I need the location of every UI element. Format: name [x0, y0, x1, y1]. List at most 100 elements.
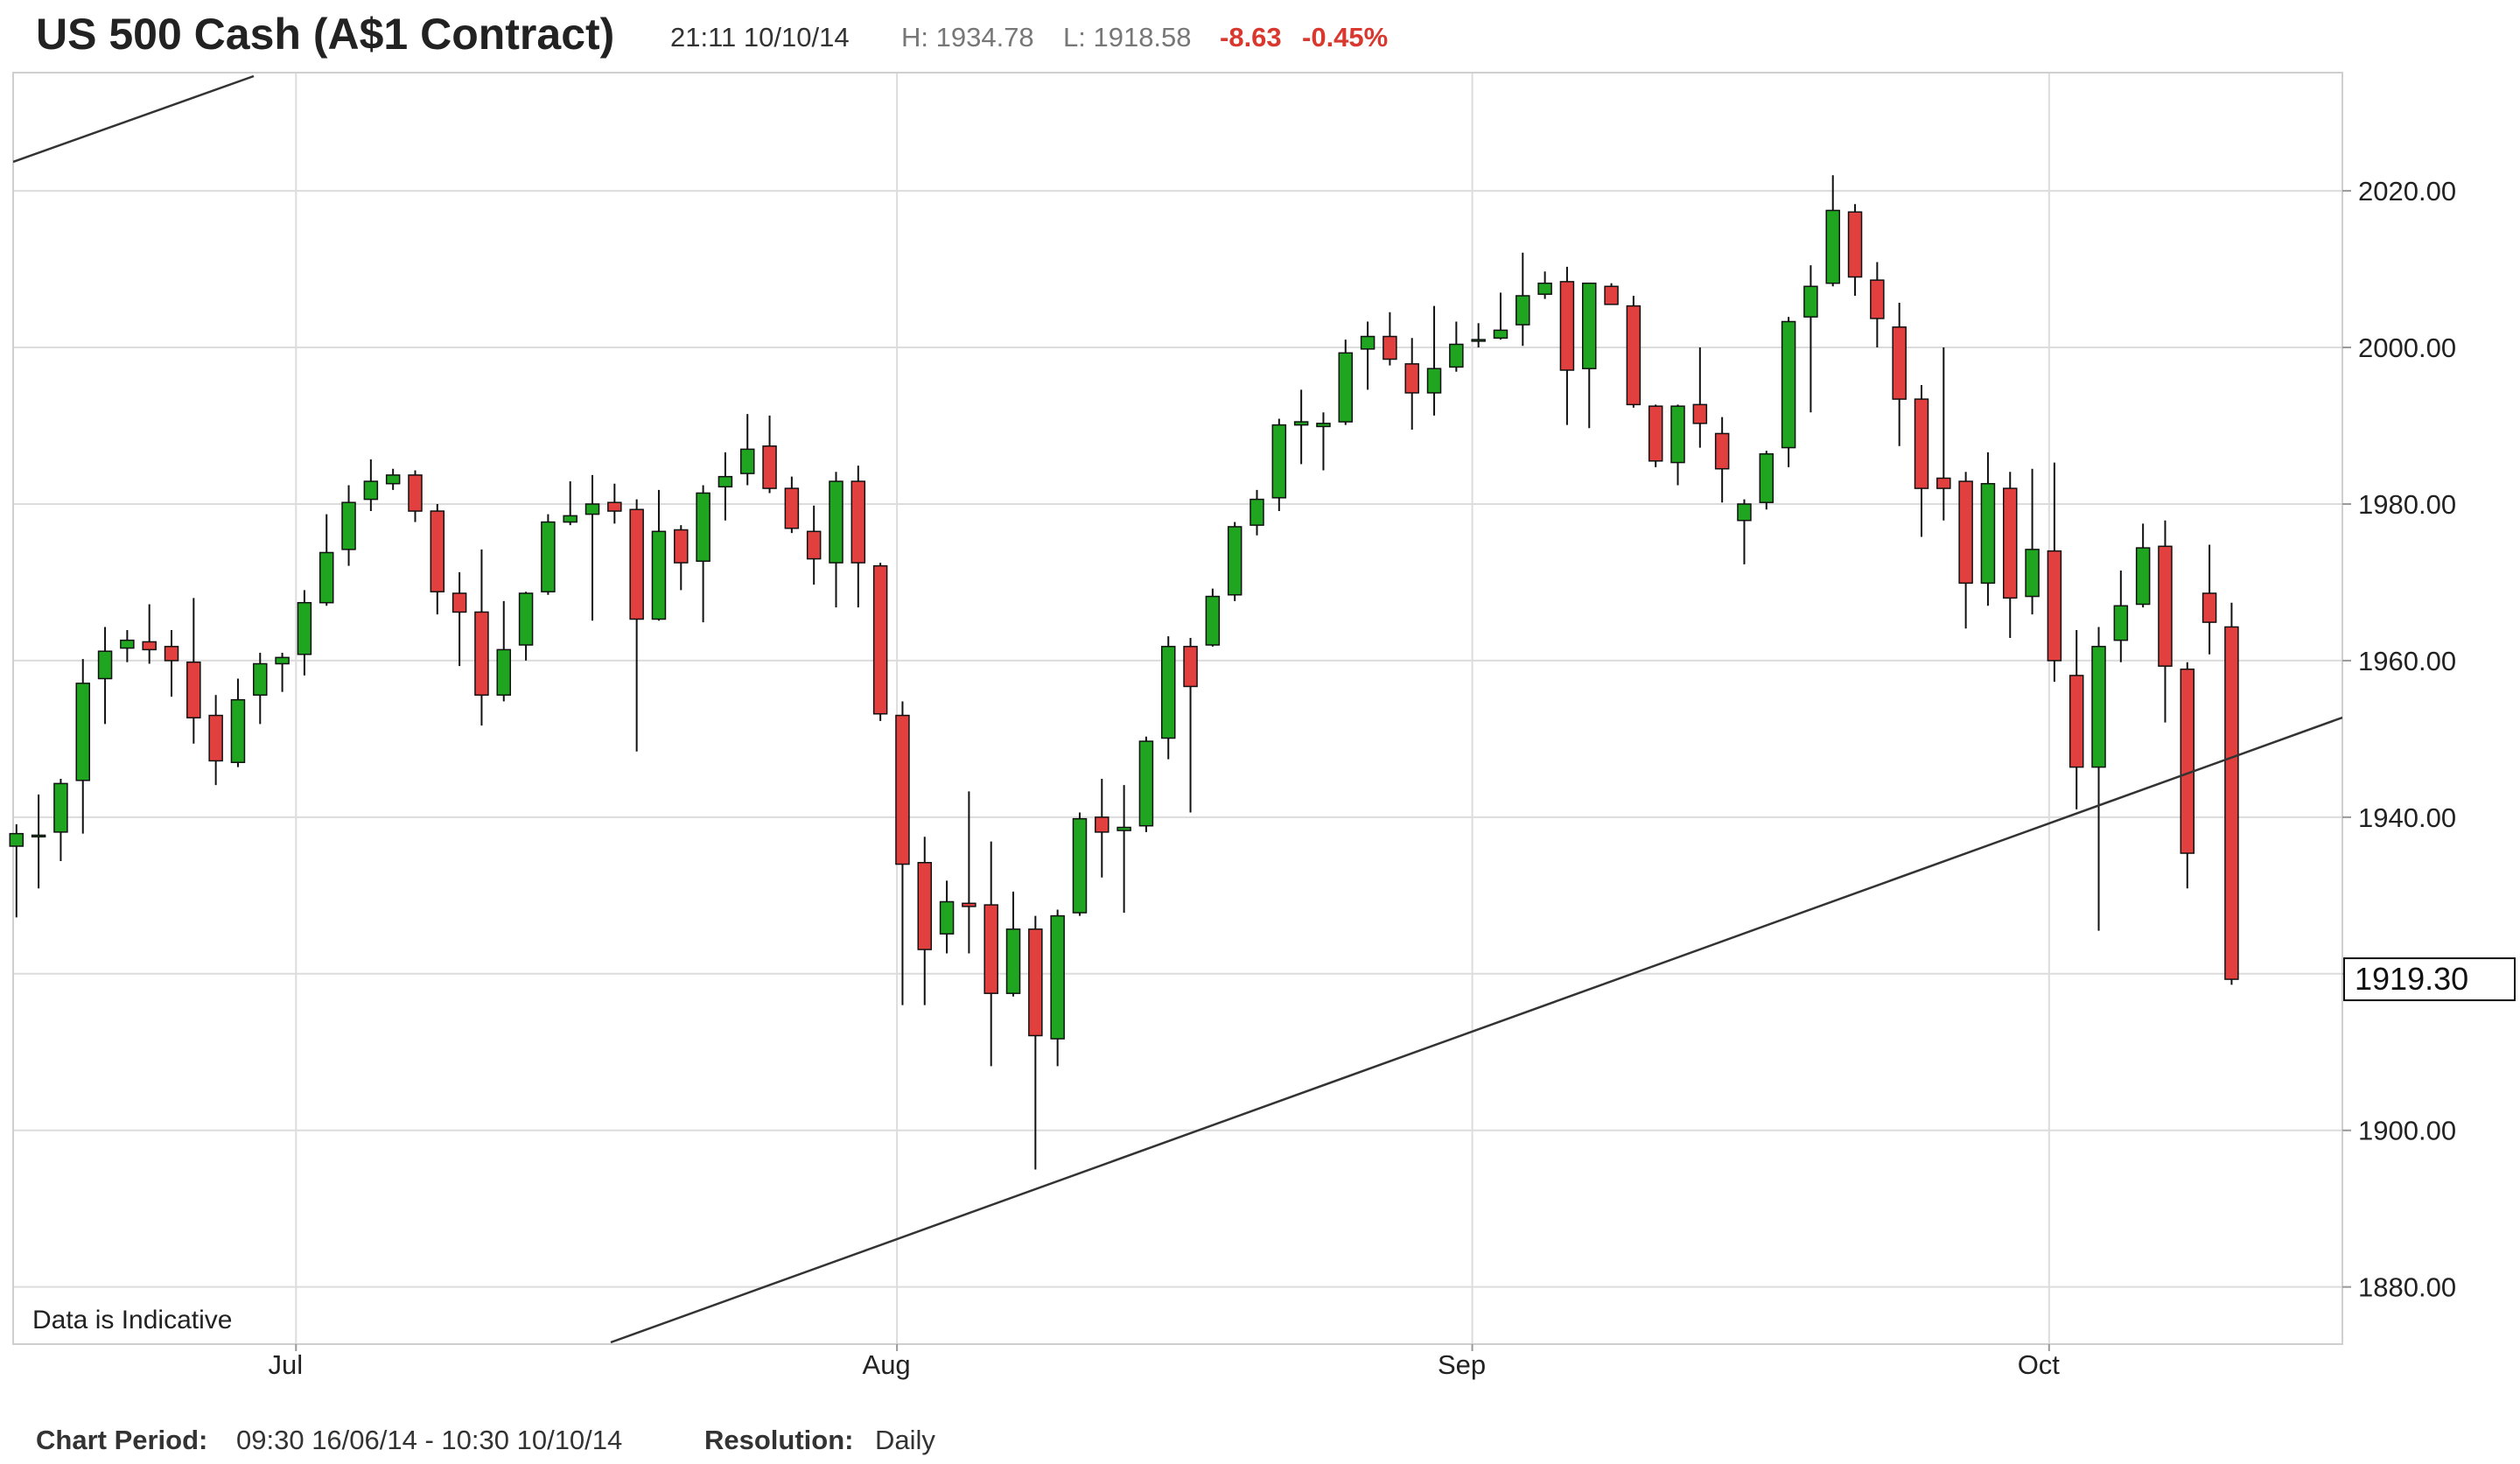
candle-body	[2158, 545, 2173, 667]
candle-body	[1160, 646, 1176, 739]
high-label: H: 1934.78	[901, 22, 1034, 53]
candle-body	[1803, 285, 1818, 318]
resolution: Daily	[875, 1425, 935, 1455]
candle-body	[275, 656, 290, 665]
candle-body	[53, 782, 68, 833]
candle-body	[1537, 282, 1552, 295]
candle-body	[1028, 928, 1043, 1037]
y-tick-label: 2000.00	[2358, 333, 2456, 363]
candle-body	[607, 501, 622, 512]
x-tick-label: Oct	[2018, 1349, 2061, 1380]
candle-body	[2091, 646, 2106, 768]
candle-body	[1493, 329, 1508, 340]
candle-body	[1138, 740, 1154, 827]
period-label: Chart Period:	[36, 1425, 207, 1455]
candle-body	[1581, 282, 1597, 369]
candle-body	[984, 904, 998, 994]
candle-body	[1626, 305, 1642, 406]
change: -8.63	[1220, 22, 1282, 53]
candle-body	[97, 650, 113, 680]
trendline	[610, 716, 2342, 1344]
y-tick-label: 1960.00	[2358, 646, 2456, 676]
last-price-box	[2343, 957, 2516, 1002]
candle-body	[1293, 421, 1309, 426]
candle-body	[1227, 526, 1242, 596]
annotation: Data is Indicative	[32, 1306, 232, 1334]
candle-body	[762, 445, 777, 489]
candle-body	[318, 551, 334, 604]
candle-body	[1095, 816, 1110, 833]
candle-body	[142, 641, 157, 651]
candle-body	[1870, 279, 1885, 319]
y-tick-label: 1880.00	[2358, 1272, 2456, 1303]
candle-body	[1250, 498, 1264, 526]
candle-body	[1892, 326, 1907, 400]
candle-body	[452, 592, 467, 613]
axes: 1880.001900.001920.001940.001960.001980.…	[268, 176, 2516, 1380]
candle-body	[430, 510, 445, 592]
candle-body	[718, 475, 733, 488]
candle-body	[1183, 646, 1198, 688]
candle-body	[696, 492, 710, 563]
candle-body	[541, 521, 556, 592]
candle-body	[2135, 547, 2151, 606]
y-tick-label: 1900.00	[2358, 1116, 2456, 1146]
candle-body	[1958, 480, 1973, 585]
candle-body	[1404, 363, 1419, 394]
timestamp: 21:11 10/10/14	[670, 22, 850, 53]
candle-body	[1316, 423, 1331, 428]
candle-body	[2047, 550, 2062, 662]
y-tick-label: 1940.00	[2358, 802, 2456, 833]
grid	[13, 73, 2342, 1344]
candle-body	[186, 661, 201, 718]
candle-body	[385, 474, 401, 485]
candle-body	[1670, 405, 1685, 464]
candle-body	[2003, 487, 2018, 599]
period: 09:30 16/06/14 - 10:30 10/10/14	[236, 1425, 622, 1455]
x-tick-label: Jul	[268, 1349, 303, 1380]
candle-body	[1759, 452, 1774, 503]
candle-body	[1714, 432, 1730, 470]
candle-body	[341, 501, 356, 550]
y-tick-label: 1980.00	[2358, 489, 2456, 520]
candle-body	[850, 480, 866, 564]
candles	[9, 175, 2239, 1170]
candle-body	[563, 515, 578, 523]
candle-body	[208, 714, 223, 762]
candle-body	[1360, 335, 1376, 350]
candle-body	[1936, 477, 1951, 489]
candle-body	[2025, 549, 2040, 598]
candle-body	[1005, 928, 1021, 994]
candle-body	[120, 639, 135, 649]
candle-body	[2068, 675, 2084, 768]
candle-body	[872, 564, 888, 715]
candle-body	[2202, 592, 2217, 623]
candle-body	[1980, 482, 1996, 585]
candle-body	[1559, 281, 1575, 371]
candle-body	[1737, 503, 1752, 522]
candle-body	[895, 714, 910, 865]
last-price: 1919.30	[2355, 961, 2468, 997]
candle-body	[1072, 817, 1088, 914]
chart-title: US 500 Cash (A$1 Contract)	[36, 10, 614, 59]
candle-body	[2113, 605, 2129, 641]
candle-body	[651, 530, 667, 620]
candle-body	[297, 601, 312, 655]
candle-body	[363, 480, 379, 501]
candle-body	[1847, 211, 1863, 278]
candle-body	[1914, 398, 1929, 489]
candle-body	[408, 474, 423, 512]
candle-body	[164, 646, 179, 662]
candle-body	[584, 503, 600, 515]
candle-body	[2180, 669, 2195, 854]
candle-body	[1516, 295, 1530, 326]
candle-body	[496, 648, 512, 697]
trendline	[13, 74, 255, 164]
candle-body	[1338, 352, 1354, 423]
candle-body	[1205, 595, 1221, 646]
resolution-label: Resolution:	[704, 1425, 854, 1455]
candle-body	[1116, 826, 1131, 831]
candle-body	[1271, 424, 1287, 499]
x-tick-label: Sep	[1438, 1349, 1486, 1380]
